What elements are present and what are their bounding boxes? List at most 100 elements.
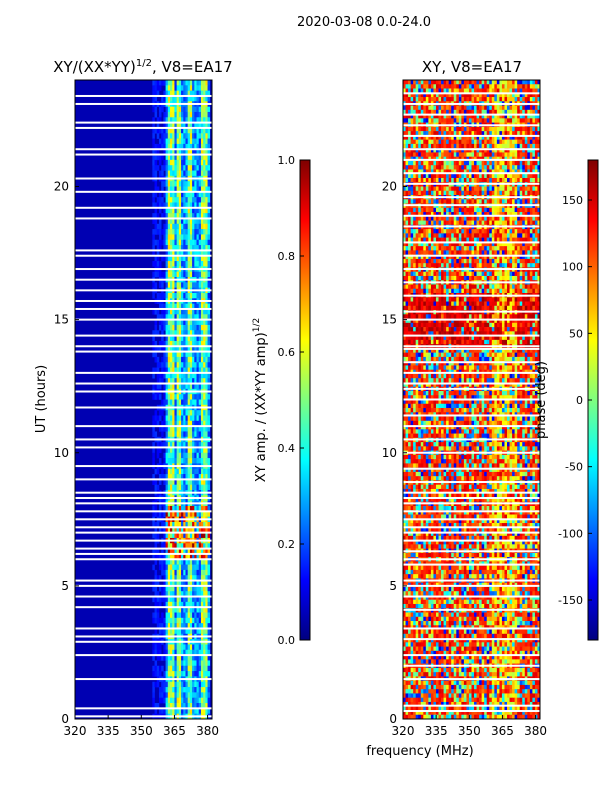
phase-cell xyxy=(512,106,515,111)
phase-cell xyxy=(449,152,452,157)
phase-cell xyxy=(532,140,535,145)
amp-cell xyxy=(181,671,184,677)
phase-cell xyxy=(426,80,429,85)
phase-cell xyxy=(421,174,424,179)
amp-cell xyxy=(197,282,200,288)
amp-cell xyxy=(197,229,200,235)
phase-cell xyxy=(436,118,439,123)
phase-cell xyxy=(477,127,480,132)
amp-cell xyxy=(181,181,184,187)
amp-cell xyxy=(161,293,164,299)
amp-cell xyxy=(199,80,202,86)
amp-cell xyxy=(161,171,164,177)
amp-cell xyxy=(177,357,180,363)
phase-cell xyxy=(502,127,505,132)
amp-ytick-label: 0 xyxy=(61,712,69,726)
phase-cell xyxy=(482,216,485,221)
amp-cell xyxy=(170,687,173,693)
phase-cell xyxy=(431,106,434,111)
amp-cell xyxy=(170,107,173,113)
amp-cell xyxy=(183,325,186,331)
phase-cell xyxy=(477,178,480,183)
phase-cell xyxy=(489,80,492,85)
amp-xtick-label: 365 xyxy=(163,724,186,738)
phase-cell xyxy=(532,178,535,183)
amp-cell xyxy=(181,469,184,475)
phase-cell xyxy=(510,152,513,157)
amp-cell xyxy=(183,85,186,91)
phase-cell xyxy=(482,84,485,89)
phase-cell xyxy=(416,152,419,157)
phase-cell xyxy=(449,178,452,183)
phase-cell xyxy=(494,161,497,166)
amp-cell xyxy=(152,133,155,139)
phase-cell xyxy=(499,144,502,149)
phase-cell xyxy=(487,229,490,234)
phase-cell xyxy=(441,221,444,226)
phase-cell xyxy=(406,165,409,170)
amp-gap-line xyxy=(75,580,212,582)
amp-cell xyxy=(194,666,197,672)
amp-cell xyxy=(183,660,186,666)
phase-cell xyxy=(535,161,538,166)
phase-cell xyxy=(502,118,505,123)
amp-cell xyxy=(170,197,173,203)
amp-cell xyxy=(172,357,175,363)
phase-cell xyxy=(454,161,457,166)
phase-cell xyxy=(504,216,507,221)
amp-cell xyxy=(159,224,162,230)
amp-gap-line xyxy=(75,95,212,97)
amp-cell xyxy=(199,362,202,368)
amp-cell xyxy=(181,80,184,86)
amp-cell xyxy=(177,112,180,118)
phase-cell xyxy=(418,216,421,221)
phase-cell xyxy=(515,84,518,89)
amp-cell xyxy=(166,197,169,203)
phase-cell xyxy=(406,140,409,145)
amp-cell xyxy=(163,415,166,421)
amp-cell xyxy=(161,181,164,187)
phase-cell xyxy=(517,216,520,221)
phase-cell xyxy=(439,127,442,132)
phase-cell xyxy=(406,221,409,226)
phase-cell xyxy=(507,208,510,213)
phase-cell xyxy=(479,144,482,149)
amp-cell xyxy=(168,107,171,113)
amp-cell xyxy=(183,666,186,672)
phase-cell xyxy=(449,233,452,238)
amp-cell xyxy=(174,85,177,91)
phase-cell xyxy=(535,84,538,89)
amp-cell xyxy=(155,85,158,91)
amp-cell xyxy=(174,485,177,491)
phase-cell xyxy=(428,152,431,157)
amp-cell xyxy=(152,698,155,704)
phase-cell xyxy=(502,191,505,196)
phase-cell xyxy=(494,144,497,149)
phase-cell xyxy=(532,97,535,102)
amp-cell xyxy=(185,139,188,145)
phase-cell xyxy=(469,118,472,123)
phase-cell xyxy=(520,118,523,123)
amp-cell xyxy=(203,240,206,246)
amp-cell xyxy=(161,229,164,235)
amp-cell xyxy=(208,485,211,491)
amp-cell xyxy=(179,234,182,240)
phase-cell xyxy=(535,152,538,157)
amp-cell xyxy=(190,133,193,139)
amp-cell xyxy=(179,453,182,459)
amp-cell xyxy=(181,293,184,299)
amp-cell xyxy=(152,139,155,145)
phase-cell xyxy=(444,165,447,170)
amp-cell xyxy=(179,362,182,368)
amp-cell xyxy=(157,240,160,246)
amp-cell xyxy=(183,261,186,267)
amp-cell xyxy=(208,112,211,118)
amp-gap-line xyxy=(75,289,212,291)
amp-cell xyxy=(172,362,175,368)
amp-cell xyxy=(168,565,171,571)
phase-cell xyxy=(459,127,462,132)
phase-cell xyxy=(406,118,409,123)
phase-cell xyxy=(474,221,477,226)
amp-cell xyxy=(174,660,177,666)
phase-cell xyxy=(507,97,510,102)
